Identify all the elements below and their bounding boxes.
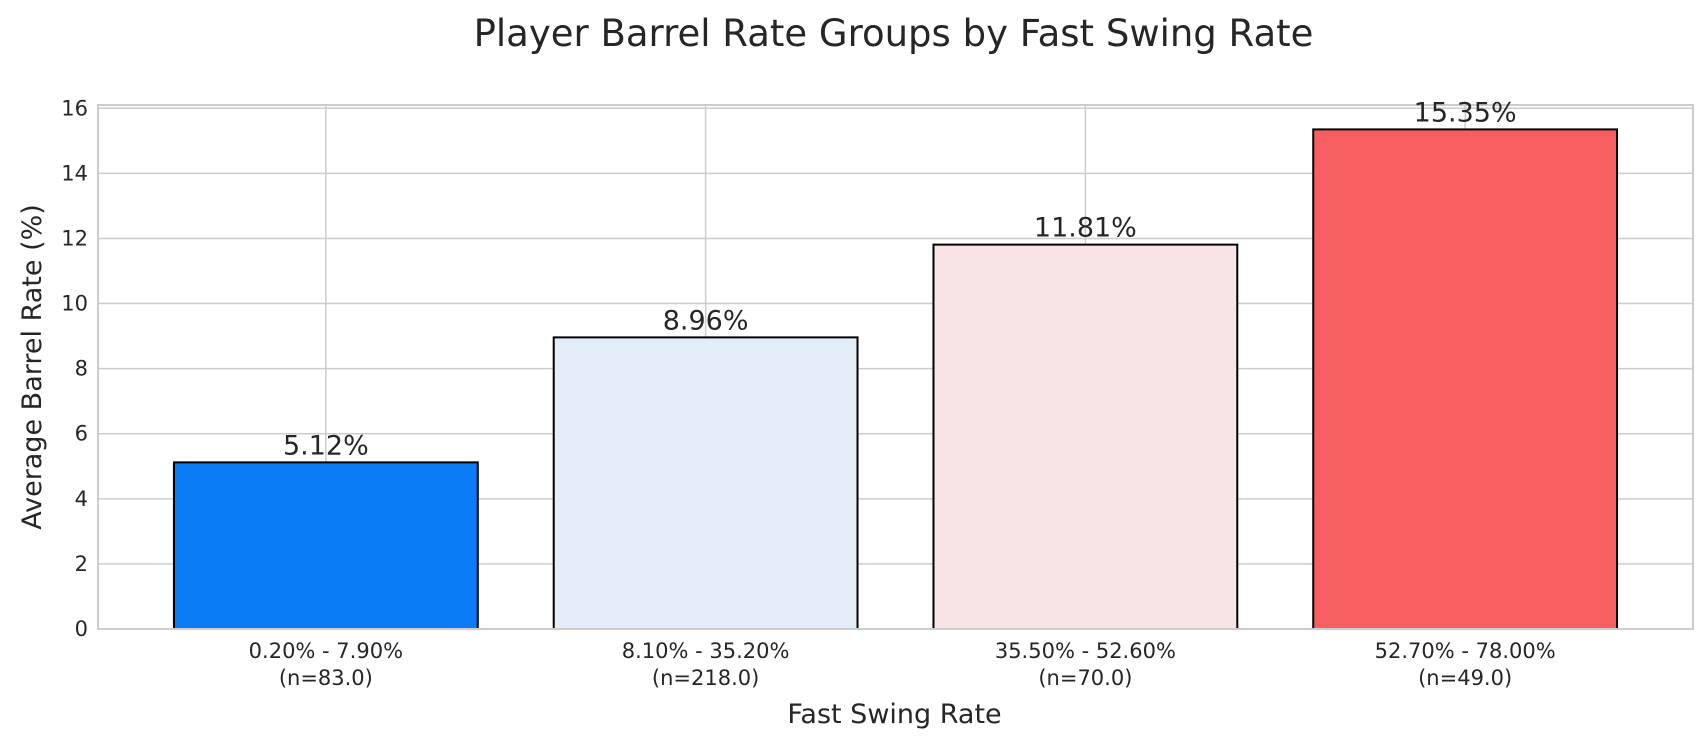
data-label: 8.96% (663, 305, 749, 336)
x-tick-count-label: (n=218.0) (652, 666, 759, 690)
y-tick-label: 8 (75, 357, 88, 381)
x-tick-count-label: (n=83.0) (279, 666, 373, 690)
bar (172, 461, 479, 630)
bar (932, 243, 1239, 630)
x-tick-label: 0.20% - 7.90% (249, 639, 403, 663)
y-tick-label: 12 (61, 226, 88, 250)
x-axis-label: Fast Swing Rate (787, 699, 1001, 730)
data-label: 11.81% (1034, 213, 1137, 244)
y-tick-label: 10 (61, 292, 88, 316)
y-axis-label: Average Barrel Rate (%) (17, 204, 48, 530)
plot-frame (97, 104, 1694, 630)
x-tick-label: 52.70% - 78.00% (1375, 639, 1556, 663)
data-label: 15.35% (1414, 97, 1517, 128)
bar (1312, 128, 1619, 630)
bar (552, 336, 859, 630)
y-tick-label: 16 (61, 96, 88, 120)
x-tick-count-label: (n=70.0) (1038, 666, 1132, 690)
chart-title: Player Barrel Rate Groups by Fast Swing … (473, 12, 1314, 55)
y-tick-label: 4 (75, 487, 88, 511)
y-tick-label: 6 (75, 422, 88, 446)
y-tick-label: 0 (75, 617, 88, 641)
y-tick-label: 14 (61, 161, 88, 185)
data-label: 5.12% (283, 430, 369, 461)
y-tick-label: 2 (75, 552, 88, 576)
x-tick-count-label: (n=49.0) (1418, 666, 1512, 690)
x-tick-label: 35.50% - 52.60% (995, 639, 1176, 663)
x-tick-label: 8.10% - 35.20% (622, 639, 790, 663)
